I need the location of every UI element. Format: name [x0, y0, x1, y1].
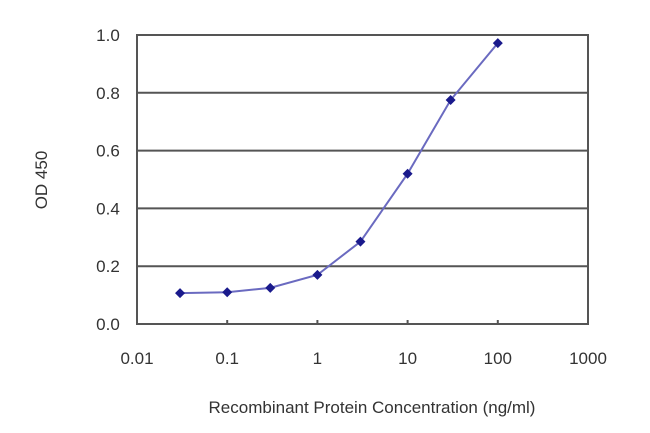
- x-tick-label: 100: [484, 349, 512, 368]
- x-tick-label: 1000: [569, 349, 607, 368]
- x-axis-ticks: [136, 320, 589, 324]
- y-tick-label: 0.2: [96, 257, 120, 276]
- plot-area: [136, 34, 589, 325]
- data-series: [175, 38, 503, 299]
- x-tick-label: 0.01: [120, 349, 153, 368]
- y-axis-title: OD 450: [32, 151, 51, 210]
- data-point-diamond-icon: [175, 288, 186, 299]
- x-tick-label: 1: [313, 349, 322, 368]
- data-point-diamond-icon: [445, 95, 456, 106]
- x-axis-title: Recombinant Protein Concentration (ng/ml…: [209, 398, 536, 417]
- y-tick-label: 1.0: [96, 26, 120, 45]
- data-point-diamond-icon: [355, 236, 366, 247]
- y-tick-label: 0.8: [96, 84, 120, 103]
- series-line: [180, 42, 499, 295]
- data-point-diamond-icon: [265, 282, 276, 293]
- y-tick-label: 0.0: [96, 315, 120, 334]
- data-point-diamond-icon: [222, 287, 233, 298]
- data-point-diamond-icon: [492, 38, 503, 49]
- x-tick-label: 0.1: [215, 349, 239, 368]
- y-tick-label: 0.6: [96, 142, 120, 161]
- gridlines: [137, 91, 588, 268]
- data-point-diamond-icon: [402, 168, 413, 179]
- x-tick-label: 10: [398, 349, 417, 368]
- y-axis-tick-labels: 0.0 0.2 0.4 0.6 0.8 1.0: [96, 26, 120, 334]
- y-tick-label: 0.4: [96, 199, 120, 218]
- x-axis-tick-labels: 0.01 0.1 1 10 100 1000: [120, 349, 606, 368]
- data-point-diamond-icon: [312, 269, 323, 280]
